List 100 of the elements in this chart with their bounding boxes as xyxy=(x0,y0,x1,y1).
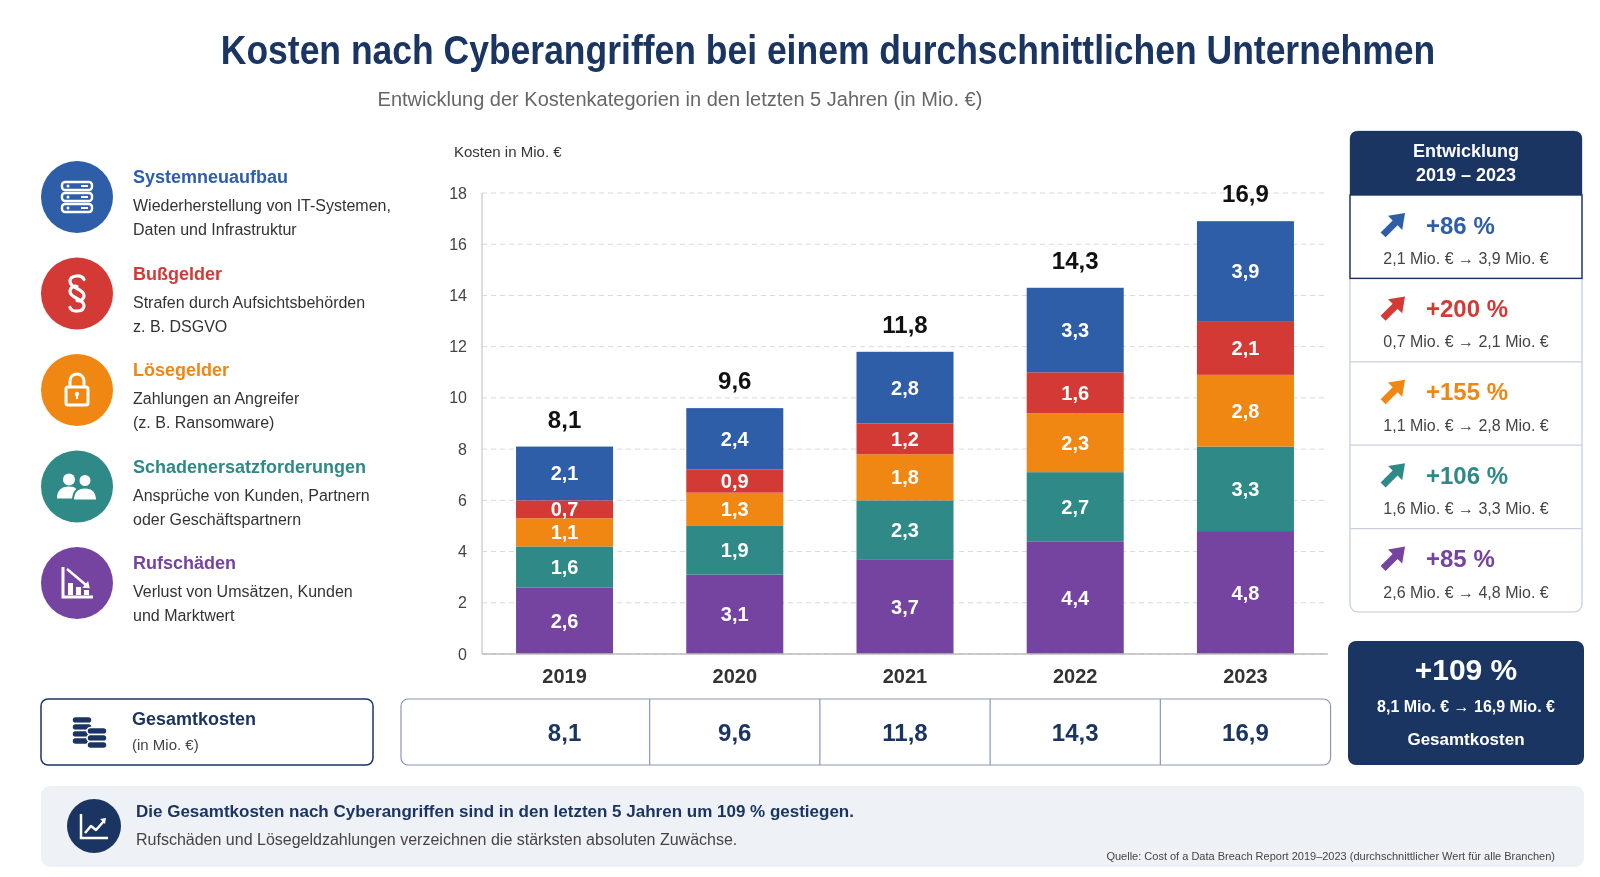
y-tick-label: 2 xyxy=(458,594,468,612)
y-tick-label: 6 xyxy=(458,491,468,509)
x-tick-label: 2021 xyxy=(882,665,928,687)
text: 9,6 xyxy=(718,719,752,746)
bar xyxy=(1026,413,1124,473)
text: Verlust von Umsätzen, Kunden xyxy=(133,583,353,600)
bar xyxy=(686,525,784,575)
data-label: 3,9 xyxy=(1231,260,1260,283)
text: Strafen durch Aufsichtsbehörden xyxy=(133,293,366,311)
data-label: 2,8 xyxy=(891,376,919,399)
text: 16,9 xyxy=(1222,719,1269,746)
data-label: 2,4 xyxy=(720,427,750,450)
x-tick-label: 2023 xyxy=(1223,665,1268,687)
text: Rufschäden xyxy=(133,553,237,573)
bar xyxy=(856,454,954,501)
bar xyxy=(1026,372,1124,414)
bar xyxy=(856,500,954,560)
text: Gesamtkosten xyxy=(1407,730,1525,749)
text: oder Geschäftspartnern xyxy=(133,510,302,528)
data-label: 1,8 xyxy=(891,466,919,489)
text: Gesamtkosten xyxy=(132,709,257,729)
bar xyxy=(1026,541,1124,654)
bar xyxy=(1196,531,1294,654)
bar xyxy=(1196,446,1294,532)
y-tick-label: 4 xyxy=(458,543,468,561)
data-label: 4,8 xyxy=(1231,581,1260,604)
text: 14,3 xyxy=(1051,719,1099,746)
total-label: 11,8 xyxy=(882,310,928,338)
text: (in Mio. €) xyxy=(132,736,199,753)
data-label: 3,7 xyxy=(891,595,919,618)
bar xyxy=(516,446,614,501)
data-label: 1,2 xyxy=(891,427,919,450)
text: Die Gesamtkosten nach Cyberangriffen sind in den letzten 5 Jahren um 109 % gestiegen. xyxy=(136,802,854,821)
text: 1,6 Mio. € → 3,3 Mio. € xyxy=(1383,500,1549,518)
y-axis-title: Kosten in Mio. € xyxy=(454,143,563,160)
text: +106 % xyxy=(1426,461,1509,489)
bar xyxy=(686,492,784,526)
data-label: 4,4 xyxy=(1061,586,1090,609)
y-tick-label: 18 xyxy=(449,184,468,202)
text: 0,7 Mio. € → 2,1 Mio. € xyxy=(1383,333,1549,351)
data-label: 0,7 xyxy=(550,498,579,521)
total-label: 8,1 xyxy=(547,405,582,433)
text: Entwicklung xyxy=(1412,141,1520,161)
text: Wiederherstellung von IT-Systemen, xyxy=(133,197,391,214)
text: Ansprüche von Kunden, Partnern xyxy=(133,486,370,504)
y-tick-label: 0 xyxy=(458,645,468,663)
bar xyxy=(1196,321,1294,375)
text: Lösegelder xyxy=(133,360,230,380)
data-label: 3,1 xyxy=(720,603,749,626)
bar xyxy=(856,351,954,424)
bar xyxy=(516,546,614,588)
text: 11,8 xyxy=(882,719,928,746)
bar xyxy=(686,574,784,654)
bar xyxy=(1196,374,1294,447)
text: 8,1 Mio. € → 16,9 Mio. € xyxy=(1377,698,1556,715)
data-label: 3,3 xyxy=(1231,477,1260,500)
text: Bußgelder xyxy=(133,263,223,284)
text: +85 % xyxy=(1426,545,1495,573)
data-label: 2,1 xyxy=(550,462,579,485)
text: Rufschäden und Lösegeldzahlungen verzeichnen die stärksten absoluten Zuwächse. xyxy=(136,831,738,848)
data-label: 0,9 xyxy=(720,470,749,493)
bar xyxy=(1026,472,1124,542)
chart-subtitle: Entwicklung der Kostenkategorien in den letzten 5 Jahren (in Mio. €) xyxy=(377,88,983,110)
x-tick-label: 2019 xyxy=(542,665,587,687)
text: Systemneuaufbau xyxy=(133,167,289,187)
bar xyxy=(856,559,954,654)
bar xyxy=(856,423,954,455)
text: +86 % xyxy=(1426,211,1495,239)
bar xyxy=(516,518,614,547)
data-label: 1,3 xyxy=(720,498,749,521)
total-label: 9,6 xyxy=(718,367,752,395)
y-tick-label: 16 xyxy=(449,235,468,253)
total-label: 14,3 xyxy=(1051,246,1099,274)
x-tick-label: 2022 xyxy=(1052,665,1098,687)
text: Schadenersatzforderungen xyxy=(133,456,367,477)
text: Daten und Infrastruktur xyxy=(133,221,298,238)
y-tick-label: 8 xyxy=(458,440,468,458)
x-tick-label: 2020 xyxy=(712,665,758,687)
text: 8,1 xyxy=(547,719,582,746)
text: +200 % xyxy=(1426,294,1509,322)
text: 2,1 Mio. € → 3,9 Mio. € xyxy=(1383,250,1549,267)
text: +109 % xyxy=(1414,653,1518,686)
data-label: 1,6 xyxy=(1061,381,1090,404)
text: (z. B. Ransomware) xyxy=(133,414,275,431)
text: und Marktwert xyxy=(133,607,235,624)
total-label: 16,9 xyxy=(1222,180,1269,208)
text: Zahlungen an Angreifer xyxy=(133,390,301,407)
data-label: 3,3 xyxy=(1061,319,1090,342)
text: 2,6 Mio. € → 4,8 Mio. € xyxy=(1383,583,1549,601)
y-tick-label: 12 xyxy=(449,338,468,356)
text: +155 % xyxy=(1426,378,1509,406)
text: 1,1 Mio. € → 2,8 Mio. € xyxy=(1383,416,1549,434)
chart-title: Kosten nach Cyberangriffen bei einem durchschnittlichen Unternehmen xyxy=(220,28,1436,73)
data-label: 1,9 xyxy=(720,539,749,562)
data-label: 1,6 xyxy=(550,555,579,578)
bar xyxy=(516,587,614,654)
text: z. B. DSGVO xyxy=(133,317,228,335)
data-label: 2,3 xyxy=(891,518,919,541)
bar xyxy=(1026,287,1124,373)
data-label: 2,1 xyxy=(1231,336,1260,359)
